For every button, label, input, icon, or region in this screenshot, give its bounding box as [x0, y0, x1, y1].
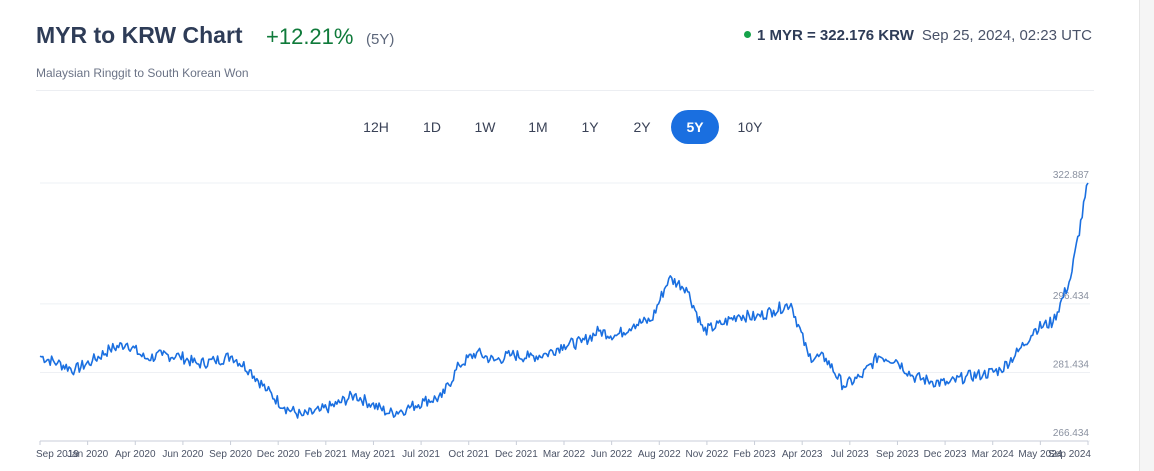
x-tick-label: May 2024: [1018, 449, 1062, 460]
pair-subtitle: Malaysian Ringgit to South Korean Won: [36, 66, 249, 80]
x-tick-label: Dec 2021: [495, 449, 538, 460]
x-tick-label: Jun 2022: [591, 449, 633, 460]
x-tick-label: Jan 2020: [67, 449, 109, 460]
series-line: [39, 182, 1089, 419]
x-tick-label: Mar 2024: [972, 449, 1015, 460]
x-tick-label: Jul 2023: [831, 449, 869, 460]
header-divider: [36, 90, 1094, 91]
tab-1w[interactable]: 1W: [474, 119, 496, 135]
page-scrollbar[interactable]: [1139, 0, 1154, 471]
x-tick-label: Apr 2023: [782, 449, 823, 460]
y-tick-label: 281.434: [1053, 359, 1090, 370]
chart-header: MYR to KRW Chart +12.21% (5Y) Malaysian …: [36, 22, 1094, 82]
page-title: MYR to KRW Chart: [36, 22, 243, 48]
y-tick-label: 266.434: [1053, 428, 1090, 439]
x-tick-label: Oct 2021: [448, 449, 489, 460]
y-tick-label: 296.434: [1053, 291, 1090, 302]
tab-2y[interactable]: 2Y: [633, 119, 651, 135]
x-tick-label: Sep 2024: [1048, 449, 1091, 460]
x-tick-label: Jun 2020: [162, 449, 204, 460]
period-label: (5Y): [366, 31, 395, 48]
tab-10y[interactable]: 10Y: [737, 119, 763, 135]
tab-1d[interactable]: 1D: [423, 119, 441, 135]
x-tick-label: Sep 2019: [36, 449, 79, 460]
timeframe-tabs: 12H 1D 1W 1M 1Y 2Y 5Y 10Y: [0, 110, 1154, 144]
x-tick-label: Sep 2020: [209, 449, 252, 460]
live-indicator-dot: [743, 31, 751, 38]
tab-1y[interactable]: 1Y: [581, 119, 599, 135]
rate-timestamp: Sep 25, 2024, 02:23 UTC: [921, 27, 1092, 44]
x-tick-label: May 2021: [351, 449, 395, 460]
tab-1m[interactable]: 1M: [528, 119, 548, 135]
x-tick-label: Mar 2022: [543, 449, 586, 460]
x-tick-label: Aug 2022: [638, 449, 681, 460]
live-rate: 1 MYR = 322.176 KRW Sep 25, 2024, 02:23 U…: [743, 27, 1092, 44]
x-tick-label: Nov 2022: [686, 449, 729, 460]
x-tick-label: Dec 2023: [924, 449, 967, 460]
y-tick-label: 322.887: [1053, 170, 1090, 181]
x-tick-label: Sep 2023: [876, 449, 919, 460]
x-tick-label: Apr 2020: [115, 449, 156, 460]
x-tick-label: Feb 2023: [733, 449, 776, 460]
x-tick-label: Dec 2020: [257, 449, 300, 460]
x-tick-label: Jul 2021: [402, 449, 440, 460]
percent-change: +12.21%: [266, 24, 354, 49]
tab-12h[interactable]: 12H: [363, 119, 389, 135]
tab-5y[interactable]: 5Y: [671, 110, 719, 144]
x-tick-label: Feb 2021: [305, 449, 348, 460]
rate-value: 1 MYR = 322.176 KRW: [756, 27, 914, 44]
